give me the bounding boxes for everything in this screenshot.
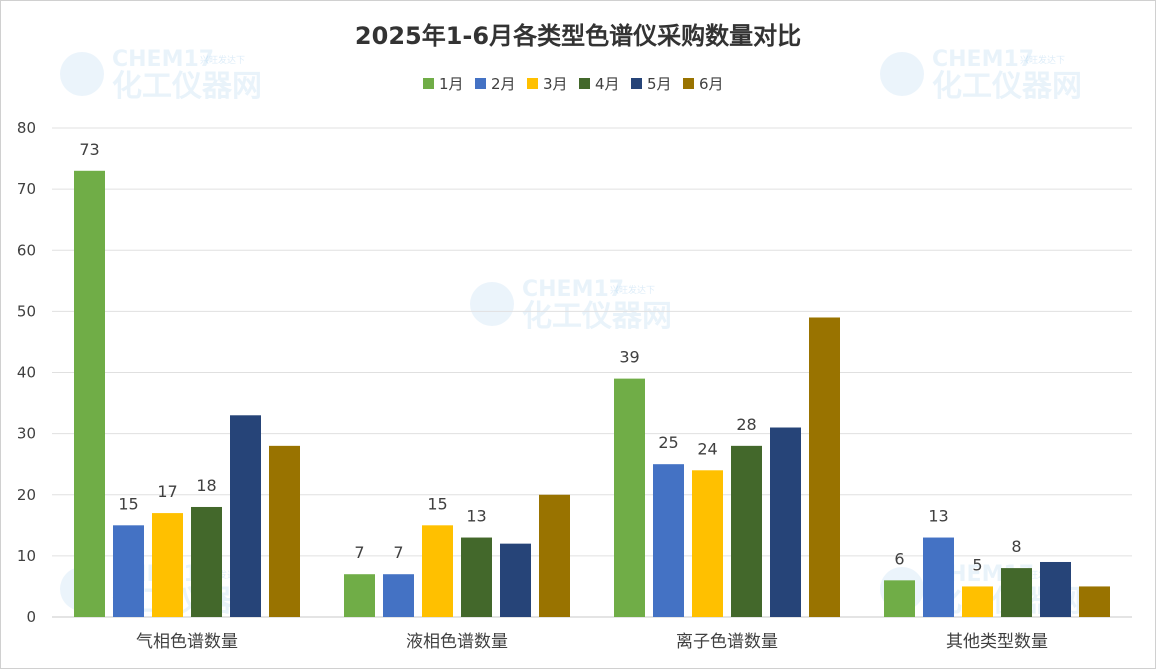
legend-swatch (579, 78, 590, 89)
data-label: 13 (466, 507, 486, 526)
y-tick-label: 70 (17, 180, 36, 198)
watermark-logo-icon (470, 282, 514, 326)
bar (461, 537, 492, 617)
data-label: 24 (697, 439, 717, 458)
y-axis-ticks: 0 10 20 30 40 50 60 70 80 (17, 119, 36, 626)
bar (884, 580, 915, 617)
bar (962, 586, 993, 617)
data-label: 5 (972, 555, 982, 574)
bar (923, 537, 954, 617)
data-label: 15 (118, 494, 138, 513)
bar (500, 543, 531, 617)
bar (809, 317, 840, 617)
legend-label: 5月 (647, 75, 672, 93)
bar (1001, 568, 1032, 617)
watermark-en: CHEM17 (932, 47, 1034, 72)
legend-label: 1月 (439, 75, 464, 93)
data-label: 39 (619, 348, 639, 367)
legend-item: 3月 (527, 75, 568, 93)
bar (113, 525, 144, 617)
bar (191, 506, 222, 617)
bar (1040, 561, 1071, 617)
bar (230, 415, 261, 617)
legend-item: 6月 (683, 75, 724, 93)
data-label: 28 (736, 415, 756, 434)
watermark-slogan: 兴旺发达下 (200, 54, 245, 66)
legend-item: 1月 (423, 75, 464, 93)
bar (269, 445, 300, 617)
y-tick-label: 20 (17, 486, 36, 504)
watermark-cn: 化工仪器网 (522, 299, 672, 334)
bar (770, 427, 801, 617)
legend-label: 3月 (543, 75, 568, 93)
data-label: 25 (658, 433, 678, 452)
legend-item: 5月 (631, 75, 672, 93)
data-labels: 73 15 17 18 7 7 15 13 39 25 24 28 6 13 5 8 (79, 140, 1021, 575)
legend-swatch (631, 78, 642, 89)
bar (422, 525, 453, 617)
data-label: 6 (894, 549, 904, 568)
data-label: 7 (393, 543, 403, 562)
bar (653, 464, 684, 617)
bar (692, 470, 723, 617)
data-label: 13 (928, 507, 948, 526)
watermark-cn: 化工仪器网 (932, 69, 1082, 104)
category-labels: 气相色谱数量 液相色谱数量 离子色谱数量 其他类型数量 (136, 632, 1048, 652)
legend-swatch (423, 78, 434, 89)
y-tick-label: 30 (17, 425, 36, 443)
legend-item: 4月 (579, 75, 620, 93)
watermark-logo-icon (880, 52, 924, 96)
legend-swatch (475, 78, 486, 89)
bars (74, 170, 1110, 617)
bar (1079, 586, 1110, 617)
legend-swatch (527, 78, 538, 89)
legend-swatch (683, 78, 694, 89)
bar (152, 513, 183, 617)
chart-title: 2025年1-6月各类型色谱仪采购数量对比 (355, 22, 801, 50)
category-label: 其他类型数量 (946, 632, 1048, 652)
legend-label: 6月 (699, 75, 724, 93)
legend: 1月 2月 3月 4月 5月 6月 (423, 75, 724, 93)
y-tick-label: 80 (17, 119, 36, 137)
category-label: 离子色谱数量 (676, 632, 778, 652)
watermark-en: CHEM17 (522, 277, 624, 302)
y-tick-label: 0 (26, 608, 36, 626)
legend-label: 4月 (595, 75, 620, 93)
y-tick-label: 60 (17, 241, 36, 259)
category-label: 气相色谱数量 (136, 632, 238, 652)
bar (614, 378, 645, 617)
y-tick-label: 40 (17, 364, 36, 382)
bar (74, 170, 105, 617)
bar (344, 574, 375, 617)
bar (539, 494, 570, 617)
watermark-slogan: 兴旺发达下 (1020, 54, 1065, 66)
data-label: 73 (79, 140, 99, 159)
data-label: 15 (427, 494, 447, 513)
bar (731, 445, 762, 617)
legend-item: 2月 (475, 75, 516, 93)
data-label: 18 (196, 476, 216, 495)
y-tick-label: 50 (17, 302, 36, 320)
data-label: 8 (1011, 537, 1021, 556)
watermark-slogan: 兴旺发达下 (610, 284, 655, 296)
bar (383, 574, 414, 617)
legend-label: 2月 (491, 75, 516, 93)
data-label: 7 (354, 543, 364, 562)
watermark-logo-icon (60, 52, 104, 96)
y-tick-label: 10 (17, 547, 36, 565)
category-label: 液相色谱数量 (406, 632, 508, 652)
watermark-en: CHEM17 (112, 47, 214, 72)
data-label: 17 (157, 482, 177, 501)
watermark-cn: 化工仪器网 (112, 69, 262, 104)
